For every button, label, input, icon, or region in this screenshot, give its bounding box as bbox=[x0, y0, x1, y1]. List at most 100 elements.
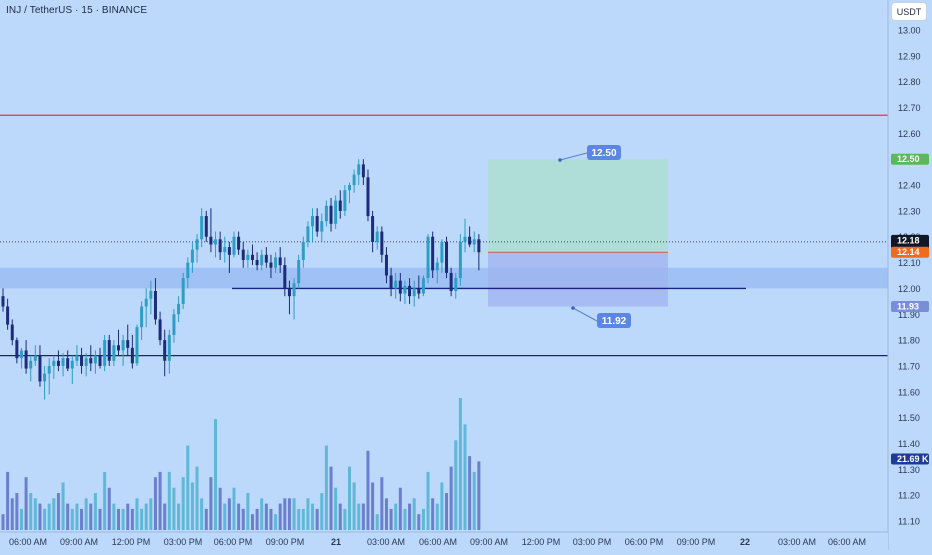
volume-bar bbox=[449, 466, 453, 530]
candle bbox=[371, 210, 375, 253]
volume-bar bbox=[130, 508, 134, 530]
volume-bar bbox=[246, 493, 250, 530]
volume-bar bbox=[375, 514, 379, 530]
candle bbox=[190, 241, 194, 273]
candle-body bbox=[163, 340, 167, 361]
candle-body bbox=[103, 340, 107, 366]
candle-body bbox=[19, 350, 23, 359]
position-profit-zone[interactable] bbox=[488, 159, 668, 253]
volume-bar bbox=[283, 498, 287, 530]
volume-bar bbox=[167, 471, 171, 530]
candle-body bbox=[417, 288, 421, 294]
target-label[interactable] bbox=[587, 145, 621, 160]
candle bbox=[24, 340, 28, 374]
price-tick-label: 11.90 bbox=[898, 310, 920, 320]
candle-body bbox=[223, 247, 227, 253]
candle-body bbox=[241, 249, 245, 260]
stop-label[interactable] bbox=[597, 313, 631, 328]
candle bbox=[320, 213, 324, 242]
time-tick-label: 09:00 PM bbox=[266, 537, 305, 547]
volume-bar bbox=[126, 503, 130, 530]
candle bbox=[449, 267, 453, 297]
candle-body bbox=[343, 190, 347, 211]
volume-bar bbox=[329, 466, 333, 530]
candle bbox=[177, 296, 181, 323]
volume-bar bbox=[70, 508, 74, 530]
price-tick-label: 12.60 bbox=[898, 129, 921, 139]
candle bbox=[10, 319, 14, 346]
volume-bar bbox=[214, 419, 218, 530]
candle-body bbox=[107, 340, 111, 361]
volume-bar bbox=[352, 482, 356, 530]
volume-bar bbox=[1, 514, 5, 530]
candle-body bbox=[389, 275, 393, 289]
support-zone[interactable] bbox=[0, 267, 888, 289]
candle-body bbox=[269, 262, 273, 268]
time-tick-label: 06:00 AM bbox=[9, 537, 47, 547]
position-loss-zone[interactable] bbox=[488, 252, 668, 307]
candle-body bbox=[315, 216, 319, 232]
volume-bar bbox=[149, 498, 153, 530]
time-axis[interactable] bbox=[0, 532, 888, 550]
candle-body bbox=[135, 327, 139, 364]
volume-bar bbox=[103, 471, 107, 530]
volume-bar bbox=[204, 508, 208, 530]
candle bbox=[93, 350, 97, 374]
price-tick-label: 11.70 bbox=[898, 361, 920, 371]
candle bbox=[435, 257, 439, 284]
price-tick-label: 12.80 bbox=[898, 77, 921, 87]
candle-body bbox=[33, 355, 37, 361]
candle bbox=[338, 190, 342, 219]
candle bbox=[269, 254, 273, 279]
candle bbox=[70, 355, 74, 385]
volume-bar bbox=[311, 503, 315, 530]
volume-bar bbox=[324, 445, 328, 530]
price-tick-label: 11.60 bbox=[898, 387, 920, 397]
volume-bar bbox=[140, 508, 144, 530]
plot-area[interactable] bbox=[0, 0, 888, 532]
volume-series bbox=[1, 398, 481, 530]
candle bbox=[107, 334, 111, 366]
candle-body bbox=[255, 259, 259, 266]
price-tick-label: 12.90 bbox=[898, 51, 921, 61]
candle-body bbox=[329, 205, 333, 224]
candle bbox=[33, 345, 37, 366]
price-badge-label: 11.93 bbox=[897, 302, 919, 312]
candle bbox=[417, 275, 421, 299]
price-tick-label: 11.10 bbox=[898, 517, 920, 527]
volume-bar bbox=[80, 508, 84, 530]
price-badge-label: 12.14 bbox=[897, 247, 920, 257]
volume-bar bbox=[19, 508, 23, 530]
currency-button[interactable]: USDT bbox=[891, 2, 927, 21]
candle bbox=[204, 210, 208, 242]
candle bbox=[172, 309, 176, 343]
candle-body bbox=[6, 306, 10, 325]
candle bbox=[398, 272, 402, 302]
price-badge-label: 12.50 bbox=[897, 154, 920, 164]
volume-bar bbox=[477, 461, 481, 530]
volume-bar bbox=[163, 503, 167, 530]
candle-body bbox=[15, 340, 19, 359]
price-tick-label: 11.50 bbox=[898, 413, 920, 423]
candle bbox=[29, 355, 33, 382]
target-label-anchor bbox=[558, 158, 562, 162]
candle-body bbox=[477, 239, 481, 253]
candle-body bbox=[408, 285, 412, 297]
candle bbox=[43, 365, 47, 400]
volume-bar bbox=[181, 477, 185, 530]
candle-body bbox=[126, 340, 130, 348]
volume-bar bbox=[89, 503, 93, 530]
volume-bar bbox=[237, 503, 241, 530]
time-tick-label: 03:00 AM bbox=[778, 537, 816, 547]
candle-body bbox=[440, 241, 444, 263]
candle bbox=[52, 355, 56, 379]
candle-body bbox=[75, 355, 79, 361]
time-tick-label: 06:00 PM bbox=[214, 537, 253, 547]
price-badge bbox=[891, 453, 929, 465]
candle bbox=[274, 252, 278, 273]
candle-body bbox=[43, 373, 47, 382]
candle-body bbox=[292, 283, 296, 297]
candle bbox=[209, 208, 213, 253]
candle bbox=[306, 221, 310, 248]
